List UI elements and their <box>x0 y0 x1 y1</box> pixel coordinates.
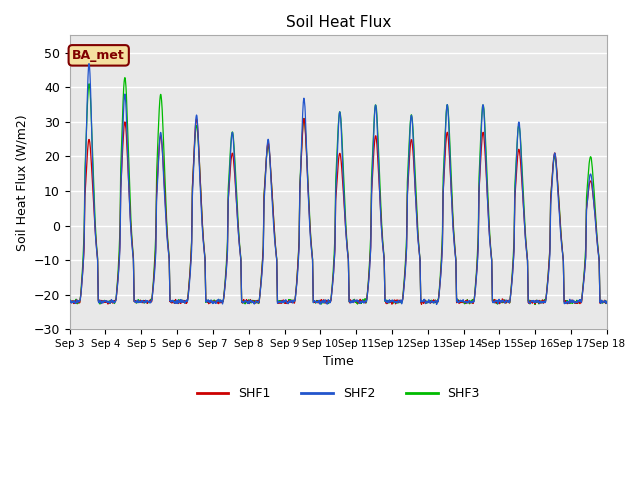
SHF1 <box>300 116 308 121</box>
SHF3 <box>603 298 611 304</box>
SHF3 <box>66 299 74 305</box>
SHF1 <box>418 301 426 307</box>
SHF2 <box>181 299 189 305</box>
X-axis label: Time: Time <box>323 355 354 368</box>
SHF1 <box>66 298 74 303</box>
Legend: SHF1, SHF2, SHF3: SHF1, SHF2, SHF3 <box>191 383 485 406</box>
SHF3 <box>216 297 223 303</box>
Text: BA_met: BA_met <box>72 49 125 62</box>
SHF1 <box>216 298 223 304</box>
Y-axis label: Soil Heat Flux (W/m2): Soil Heat Flux (W/m2) <box>15 114 28 251</box>
SHF1 <box>400 283 408 288</box>
SHF2 <box>552 162 560 168</box>
SHF3 <box>181 299 189 305</box>
SHF2 <box>85 60 93 66</box>
SHF1 <box>181 299 189 304</box>
SHF2 <box>603 299 611 304</box>
Line: SHF2: SHF2 <box>70 63 607 304</box>
SHF2 <box>66 298 74 303</box>
SHF2 <box>603 299 611 304</box>
Line: SHF1: SHF1 <box>70 119 607 304</box>
SHF1 <box>391 297 399 303</box>
SHF1 <box>603 300 611 305</box>
Line: SHF3: SHF3 <box>70 78 607 304</box>
SHF2 <box>400 284 408 289</box>
SHF1 <box>603 300 611 305</box>
SHF3 <box>552 162 560 168</box>
SHF1 <box>552 159 560 165</box>
SHF3 <box>531 301 539 307</box>
SHF3 <box>400 280 408 286</box>
SHF3 <box>121 75 129 81</box>
SHF2 <box>433 301 440 307</box>
SHF3 <box>603 299 611 304</box>
SHF2 <box>391 299 399 305</box>
SHF2 <box>216 299 223 305</box>
SHF3 <box>391 299 399 304</box>
Title: Soil Heat Flux: Soil Heat Flux <box>285 15 391 30</box>
